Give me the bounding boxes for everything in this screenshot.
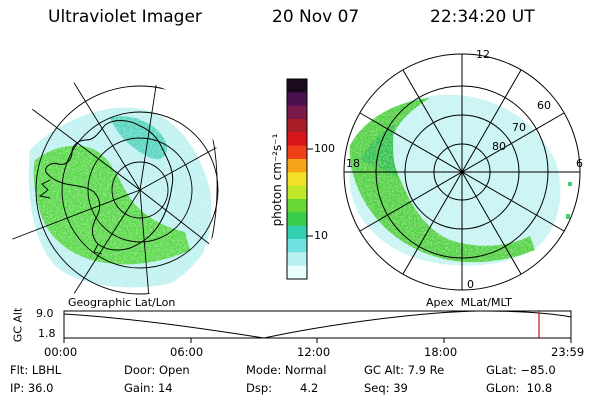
colorbar-tick-100: 100	[314, 142, 335, 155]
geo-latitude-status: GLat: −85.0	[486, 363, 556, 377]
mlt-label-12: 12	[476, 48, 490, 61]
dsp-value: 4.2	[300, 381, 319, 395]
left-coastline	[45, 120, 174, 251]
colorbar-tick-10: 10	[314, 229, 328, 242]
track-ylabel: GC Alt	[11, 307, 25, 343]
track-xtick-2: 12:00	[297, 345, 331, 359]
right-map-caption: Apex MLat/MLT	[426, 296, 512, 309]
track-ytick-top: 9.0	[36, 307, 54, 320]
track-xtick-3: 18:00	[424, 345, 458, 359]
colorbar-segment	[287, 212, 307, 227]
colorbar-unit-label: photon cm⁻²s⁻¹	[270, 133, 284, 227]
colorbar-segment	[287, 239, 307, 253]
mlat-label-80: 80	[492, 140, 506, 153]
mlat-label-70: 70	[512, 121, 526, 134]
colorbar-segment	[287, 185, 307, 200]
track-xtick-4: 23:59	[551, 345, 585, 359]
filter-status: Flt: LBHL	[10, 363, 62, 377]
colorbar	[286, 78, 313, 280]
colorbar-segment	[287, 119, 307, 133]
mlt-label-18: 18	[346, 157, 360, 170]
mlat-label-60: 60	[537, 99, 551, 112]
door-status: Door: Open	[124, 363, 190, 377]
left-geographic-map	[0, 76, 224, 300]
dsp-label: Dsp:	[246, 381, 273, 395]
track-ytick-bottom: 1.8	[38, 327, 56, 340]
geo-longitude-status: GLon: 10.8	[486, 381, 553, 395]
time-label: 22:34:20 UT	[430, 7, 535, 27]
colorbar-segment	[287, 199, 307, 213]
track-xtick-0: 00:00	[44, 345, 78, 359]
mlt-label-0: 0	[467, 278, 474, 291]
colorbar-segment	[287, 265, 307, 280]
gc-altitude-status: GC Alt: 7.9 Re	[364, 363, 445, 377]
mlt-label-6: 6	[576, 157, 583, 170]
mode-status: Mode: Normal	[246, 363, 327, 377]
colorbar-segment	[287, 79, 307, 93]
instrument-title: Ultraviolet Imager	[48, 7, 202, 27]
colorbar-segment	[287, 225, 307, 240]
gain-status: Gain: 14	[124, 381, 173, 395]
colorbar-segment	[287, 252, 307, 267]
colorbar-segment	[287, 159, 307, 173]
left-map-caption: Geographic Lat/Lon	[68, 296, 176, 309]
ip-status: IP: 36.0	[10, 381, 54, 395]
track-xtick-1: 06:00	[170, 345, 204, 359]
colorbar-segment	[287, 172, 307, 187]
date-label: 20 Nov 07	[272, 7, 360, 27]
altitude-curve	[63, 310, 572, 339]
colorbar-segment	[287, 92, 307, 107]
sequence-status: Seq: 39	[364, 381, 408, 395]
altitude-track-plot	[63, 310, 572, 343]
colorbar-segment	[287, 145, 307, 160]
colorbar-segment	[287, 132, 307, 147]
right-magnetic-map	[343, 53, 581, 291]
colorbar-segment	[287, 105, 307, 120]
